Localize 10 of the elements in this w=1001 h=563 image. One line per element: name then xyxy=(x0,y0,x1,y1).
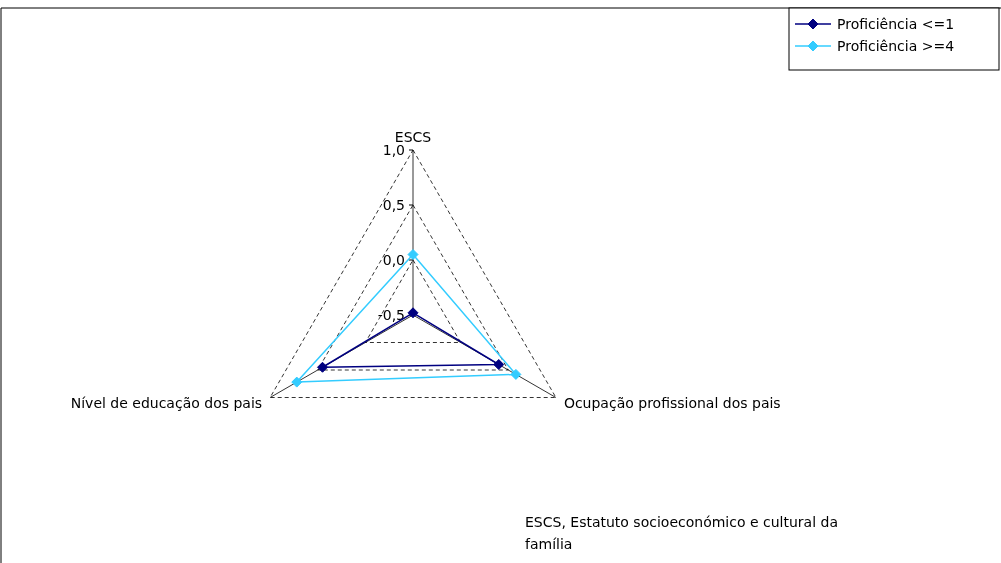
y-tick-label: 0,5 xyxy=(382,197,405,213)
spoke-label: Ocupação profissional dos pais xyxy=(563,394,781,411)
text: ESCS, Estatuto socioeconómico e cultural da família xyxy=(525,514,838,552)
spoke-label: ESCS xyxy=(394,129,432,145)
legend-label: Proficiência <=1 xyxy=(837,16,955,32)
y-tick-label: 0,0 xyxy=(382,252,405,268)
y-tick-label: -0,5 xyxy=(377,307,405,323)
legend-label: Proficiência >=4 xyxy=(837,38,955,54)
y-tick-label: 1,0 xyxy=(382,142,405,158)
spoke-label: Nível de educação dos pais xyxy=(70,394,263,411)
